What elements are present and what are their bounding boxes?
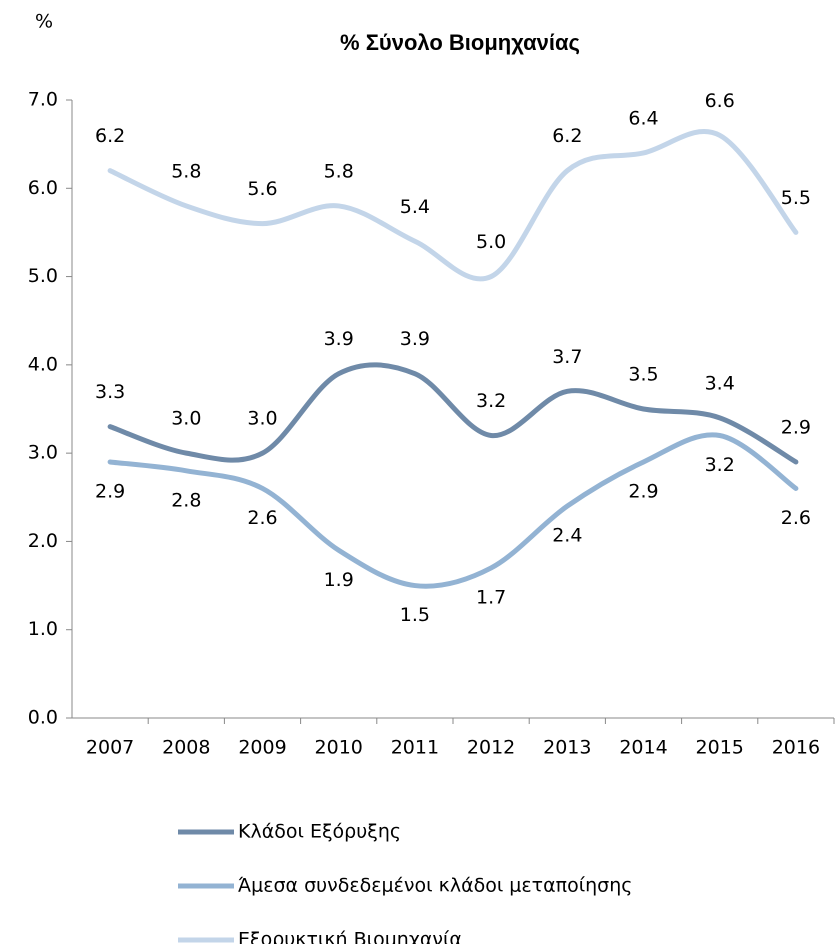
- data-label: 2.9: [628, 480, 658, 502]
- x-tick-label: 2007: [86, 737, 134, 759]
- data-label: 5.4: [400, 196, 430, 218]
- data-label: 6.6: [705, 90, 735, 112]
- data-label: 6.2: [552, 125, 582, 147]
- data-label: 5.0: [476, 231, 506, 253]
- series-line: [107, 362, 799, 465]
- data-label: 2.6: [781, 507, 811, 529]
- data-label: 2.9: [95, 480, 125, 502]
- data-label: 3.5: [628, 364, 658, 386]
- y-tick-label: 7.0: [28, 89, 58, 111]
- data-label: 1.7: [476, 586, 506, 608]
- data-label: 6.2: [95, 125, 125, 147]
- series-line: [107, 432, 799, 589]
- y-tick-label: 4.0: [28, 353, 58, 375]
- legend-label: Άμεσα συνδεδεμένοι κλάδοι μεταποίησης: [238, 875, 632, 897]
- data-label: 3.7: [552, 346, 582, 368]
- x-tick-label: 2012: [467, 737, 515, 759]
- data-label: 3.9: [400, 328, 430, 350]
- data-label: 3.2: [705, 454, 735, 476]
- data-label: 6.4: [628, 107, 658, 129]
- x-tick-label: 2011: [391, 737, 439, 759]
- data-label: 3.0: [247, 408, 277, 430]
- data-label: 3.0: [171, 408, 201, 430]
- x-tick-label: 2015: [696, 737, 744, 759]
- y-tick-label: 2.0: [28, 530, 58, 552]
- y-tick-label: 0.0: [28, 707, 58, 729]
- data-label: 3.2: [476, 390, 506, 412]
- x-tick-label: 2016: [772, 737, 820, 759]
- data-label: 5.8: [171, 160, 201, 182]
- data-label: 3.9: [324, 328, 354, 350]
- data-label: 5.6: [247, 178, 277, 200]
- data-label: 3.4: [705, 372, 735, 394]
- x-tick-label: 2010: [315, 737, 363, 759]
- x-tick-label: 2013: [543, 737, 591, 759]
- y-tick-label: 3.0: [28, 442, 58, 464]
- x-tick-label: 2009: [238, 737, 286, 759]
- series-line: [107, 129, 799, 282]
- data-label: 5.8: [324, 160, 354, 182]
- data-label: 2.4: [552, 525, 582, 547]
- y-tick-label: 6.0: [28, 177, 58, 199]
- x-tick-label: 2008: [162, 737, 210, 759]
- chart-title: % Σύνολο Βιομηχανίας: [340, 30, 580, 55]
- data-label: 5.5: [781, 187, 811, 209]
- y-unit-label: %: [35, 11, 53, 33]
- data-label: 2.6: [247, 507, 277, 529]
- data-label: 3.3: [95, 381, 125, 403]
- y-tick-label: 5.0: [28, 265, 58, 287]
- legend-label: Κλάδοι Εξόρυξης: [238, 821, 401, 843]
- data-label: 1.9: [324, 569, 354, 591]
- data-label: 1.5: [400, 604, 430, 626]
- data-label: 2.9: [781, 416, 811, 438]
- data-label: 2.8: [171, 489, 201, 511]
- y-tick-label: 1.0: [28, 618, 58, 640]
- legend-label: Εξορυκτική Βιομηχανία: [238, 929, 462, 944]
- x-tick-label: 2014: [619, 737, 667, 759]
